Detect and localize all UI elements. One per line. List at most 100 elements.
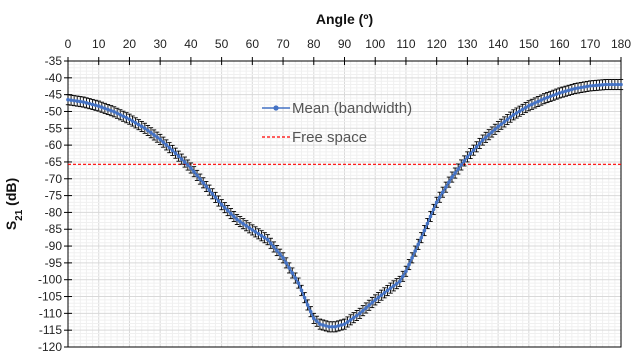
data-point [256,232,261,236]
legend-mean-marker [273,105,279,111]
data-point [127,117,132,122]
data-point [462,159,467,163]
data-point [272,245,276,249]
x-tick-label: 170 [580,37,600,51]
data-point [112,110,116,114]
x-tick-label: 160 [550,37,570,51]
data-point [179,157,184,161]
data-point [189,166,193,170]
data-point [588,84,593,88]
data-point [139,124,144,129]
data-point [499,122,503,127]
data-point [401,274,405,279]
data-point [594,83,599,88]
data-point [318,322,322,326]
data-point [186,163,190,167]
x-tick-label: 180 [611,37,631,51]
series-mean-bandwidth [65,79,624,333]
data-point [78,99,83,104]
x-tick-label: 150 [519,37,539,51]
data-point [342,322,347,326]
data-point [474,145,479,149]
x-tick-label: 20 [123,37,137,51]
data-point [514,111,519,115]
data-point [502,120,507,124]
y-tick-label: -55 [45,121,63,135]
y-tick-label: -115 [39,323,62,337]
data-point [336,324,341,328]
y-tick-label: -65 [45,155,63,169]
data-point [229,211,233,216]
data-point [161,140,166,144]
data-point [115,111,119,116]
data-point [259,233,264,238]
data-point [268,241,273,246]
data-point [333,325,338,329]
data-point [66,97,70,102]
data-point [563,89,568,94]
data-point [182,160,187,164]
data-point [72,98,76,103]
data-point [437,195,442,200]
data-point [106,107,110,112]
x-tick-label: 130 [457,37,477,51]
y-axis-title-main: S [3,221,19,230]
data-point [216,199,221,203]
data-point [444,185,448,189]
data-point [121,114,126,119]
data-point [281,256,285,260]
data-point [345,320,350,324]
data-point [566,88,571,93]
data-point [354,313,359,318]
data-point [109,108,113,113]
data-point [247,226,252,230]
data-point [388,286,393,290]
data-point [551,93,556,98]
y-tick-label: -110 [39,306,62,320]
data-point [81,100,86,104]
data-point [210,191,215,196]
data-point [517,109,522,114]
data-point [585,84,590,89]
data-point [539,98,543,102]
data-point [416,242,421,247]
data-point [290,271,295,275]
data-point [391,284,396,288]
x-tick-label: 70 [276,37,290,51]
x-axis-title: Angle (º) [316,11,373,27]
data-point [471,148,476,152]
data-point [305,303,310,307]
legend-free-space-label: Free space [292,129,367,146]
data-point [201,181,205,185]
data-point [130,119,135,123]
x-tick-label: 140 [488,37,508,51]
x-tick-label: 0 [65,37,72,51]
data-point [576,86,580,90]
y-axis-title: S21 (dB) [3,178,25,230]
data-point [152,133,156,137]
data-point [84,101,89,105]
y-tick-label: -80 [45,205,63,219]
y-tick-label: -45 [45,88,63,102]
data-point [351,315,356,320]
data-point [158,137,162,142]
data-point [284,261,288,265]
data-point [398,279,402,284]
data-point [103,106,107,111]
data-point [373,298,378,302]
data-point [450,175,454,179]
data-point [339,323,344,327]
data-point [232,214,236,219]
data-point [75,99,80,103]
data-point [302,295,307,300]
data-point [441,190,445,195]
data-point [431,207,436,212]
data-point [505,117,510,122]
data-point [370,300,374,305]
data-point [222,205,227,210]
data-point [348,318,353,322]
data-point [428,214,433,219]
legend: Mean (bandwidth) Free space [262,100,412,146]
data-point [96,104,101,108]
